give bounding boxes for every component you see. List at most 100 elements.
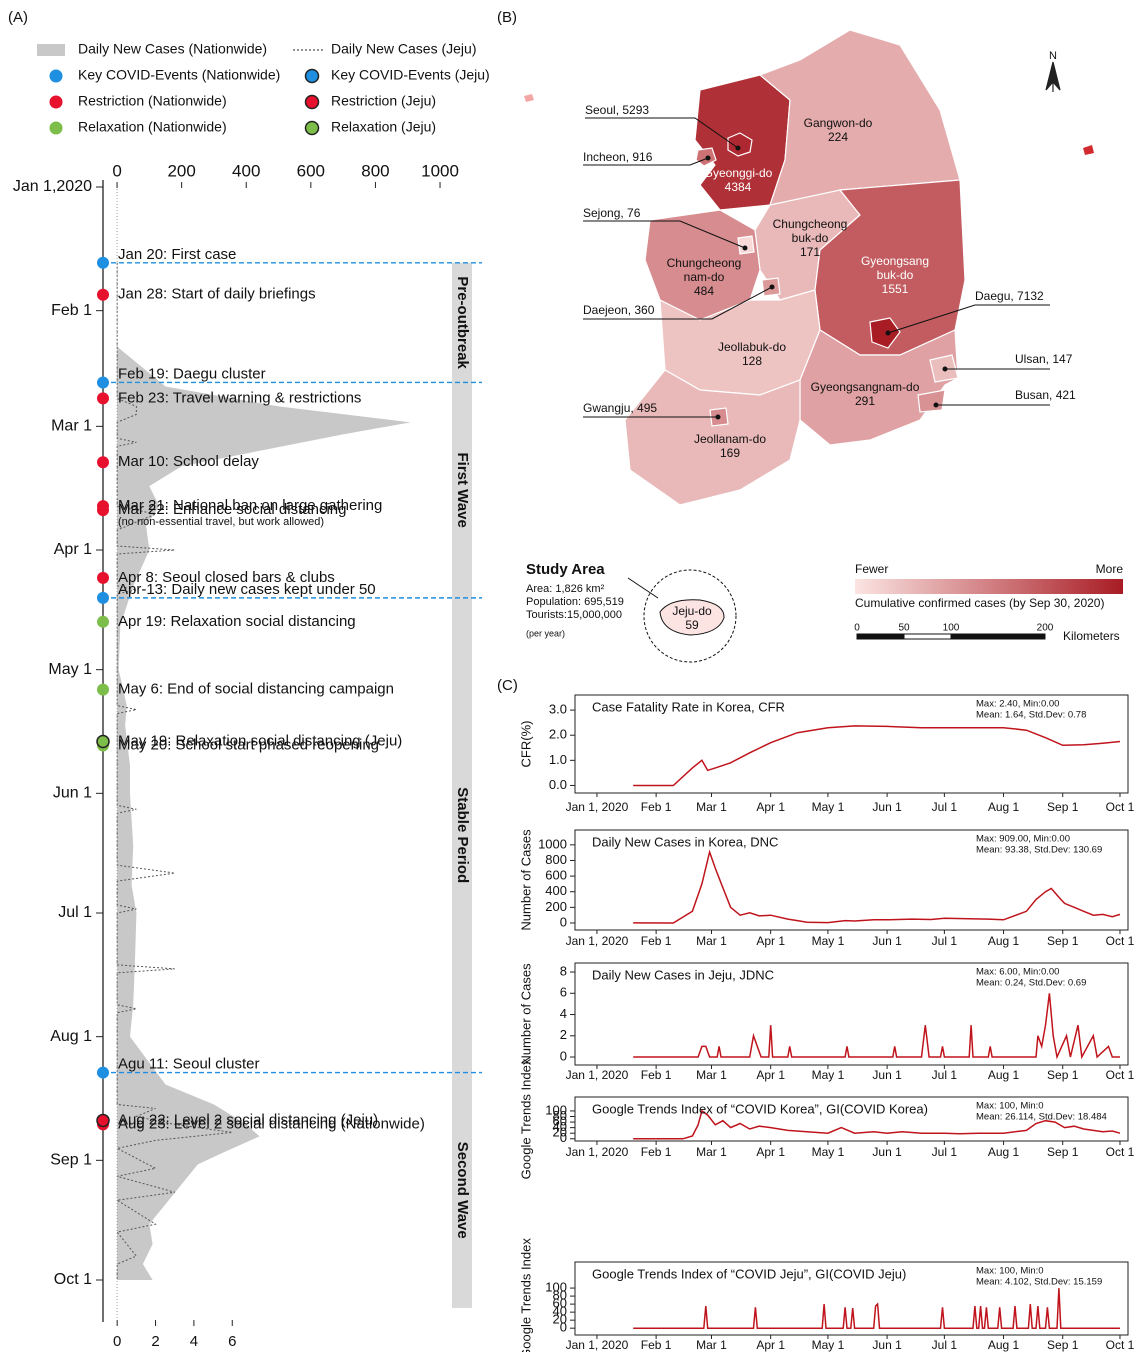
event-marker (97, 1066, 109, 1079)
x-tick-label: May 1 (812, 1145, 845, 1159)
legend-label: Daily New Cases (Nationwide) (78, 41, 267, 57)
panel-label: (C) (497, 677, 518, 694)
y-tick-label: Jul 1 (58, 904, 92, 921)
x2-tick-label: 2 (151, 1333, 159, 1350)
event-label: Aug 23: Level 2 social distancing (Natio… (118, 1115, 425, 1132)
region-name: buk-do (792, 231, 829, 245)
y-tick-label: 100 (545, 1280, 567, 1295)
y-axis-label: Number of Cases (518, 963, 533, 1065)
region-label: Jeju-do (672, 604, 712, 618)
event-marker (97, 456, 109, 469)
period-label: Stable Period (454, 787, 471, 883)
event-marker (96, 1113, 110, 1128)
chart-title: Daily New Cases in Korea, DNC (592, 834, 778, 849)
event-label: Feb 19: Daegu cluster (118, 365, 266, 382)
region-label: Jeollabuk-do 128 (718, 340, 786, 368)
x2-tick-label: 4 (190, 1333, 198, 1350)
island (1083, 145, 1094, 155)
region-name: Gyeonggi-do (704, 166, 773, 180)
legend-label: Restriction (Jeju) (331, 93, 436, 109)
x-tick-label: Jul 1 (932, 1145, 958, 1159)
region (917, 389, 946, 413)
x-tick-label: Apr 1 (756, 1338, 785, 1352)
scale-segment (950, 633, 1046, 640)
event-label: Apr-13: Daily new cases kept under 50 (118, 581, 376, 598)
y-tick-label: 20 (553, 1312, 567, 1327)
y-tick-label: Jun 1 (53, 785, 92, 802)
x-tick-label: 1000 (421, 161, 459, 180)
region-label: Incheon, 916 (583, 150, 653, 164)
event-label: May 6: End of social distancing campaign (118, 681, 394, 698)
callout-dot (735, 145, 741, 151)
study-line: Area: 1,826 km² (526, 583, 605, 595)
x2-tick-label: 0 (113, 1333, 121, 1350)
region-label: Chungcheong buk-do 171 (773, 217, 848, 259)
legend-low: Fewer (855, 562, 888, 576)
event-label: May 19: Relaxation social distancing (Je… (118, 732, 402, 749)
region-label: Gyeonggi-do 4384 (704, 166, 773, 194)
y-tick-label: Feb 1 (51, 302, 92, 319)
region-label: Daegu, 7132 (975, 289, 1044, 303)
stat-annotation: Mean: 1.64, Std.Dev: 0.78 (976, 710, 1086, 721)
callout-dot (769, 284, 775, 290)
x-tick-label: Oct 1 (1106, 1145, 1135, 1159)
y-axis-label: Google Trends Index (518, 1238, 533, 1352)
y-tick-label: Apr 1 (54, 541, 92, 558)
study-line: Tourists:15,000,000 (526, 609, 622, 621)
region-cases: 128 (742, 354, 762, 368)
x-tick-label: Jan 1, 2020 (566, 1145, 629, 1159)
y-tick-label: 80 (553, 1108, 567, 1123)
y-tick-label: May 1 (48, 661, 92, 678)
x-tick-label: Sep 1 (1047, 934, 1079, 948)
x-tick-label: Sep 1 (1047, 1338, 1079, 1352)
event-label: Feb 23: Travel warning & restrictions (118, 389, 361, 406)
color-ramp (855, 579, 1123, 594)
study-title: Study Area (526, 561, 605, 578)
y-tick-label: 0.0 (549, 777, 567, 792)
region-name: nam-do (684, 270, 725, 284)
event-label: Jan 20: First case (118, 246, 236, 263)
study-pointer (627, 577, 659, 599)
region-name: Jeollabuk-do (718, 340, 786, 354)
y-axis-label: CFR(%) (518, 721, 533, 768)
region-name: Gyeongsangnam-do (811, 380, 920, 394)
scale-unit: Kilometers (1063, 629, 1120, 643)
event-marker (97, 376, 109, 389)
legend-label: Relaxation (Jeju) (331, 119, 436, 135)
x-tick-label: Jan 1, 2020 (566, 1068, 629, 1082)
y-tick-label: 6 (560, 985, 567, 1000)
y-tick-label: 40 (553, 1304, 567, 1319)
region (737, 235, 755, 255)
callout-dot (715, 414, 721, 420)
line-jeju (115, 262, 233, 1280)
region-label: Chungcheong nam-do 484 (667, 256, 742, 298)
x-tick-label: Feb 1 (641, 1145, 672, 1159)
x-tick-label: Apr 1 (756, 1068, 785, 1082)
x-tick-label: Aug 1 (988, 1338, 1020, 1352)
legend-label: Key COVID-Events (Nationwide) (78, 67, 280, 83)
y-tick-label: 4 (560, 1006, 567, 1021)
region (727, 132, 753, 157)
data-line (633, 1109, 1121, 1140)
period-label: Second Wave (454, 1142, 471, 1239)
y-tick-label: 1000 (538, 836, 567, 851)
event-marker (97, 392, 109, 405)
legend-swatch (37, 44, 65, 56)
region-cases: 59 (685, 618, 699, 632)
x-tick-label: 0 (112, 161, 121, 180)
region-name: Chungcheong (773, 217, 848, 231)
x-tick-label: May 1 (812, 800, 845, 814)
legend-marker (304, 94, 320, 110)
y-tick-label: 1.0 (549, 752, 567, 767)
legend-marker (49, 121, 63, 135)
y-tick-label: Mar 1 (51, 418, 92, 435)
x-tick-label: Sep 1 (1047, 1145, 1079, 1159)
data-line (633, 725, 1121, 787)
x-tick-label: Mar 1 (696, 934, 727, 948)
region-label: Seoul, 5293 (585, 103, 649, 117)
x-tick-label: May 1 (812, 1068, 845, 1082)
stat-annotation: Mean: 93.38, Std.Dev: 130.69 (976, 845, 1102, 856)
north-label: N (1049, 50, 1057, 62)
x-tick-label: Feb 1 (641, 934, 672, 948)
y-tick-label: Sep 1 (50, 1152, 92, 1169)
